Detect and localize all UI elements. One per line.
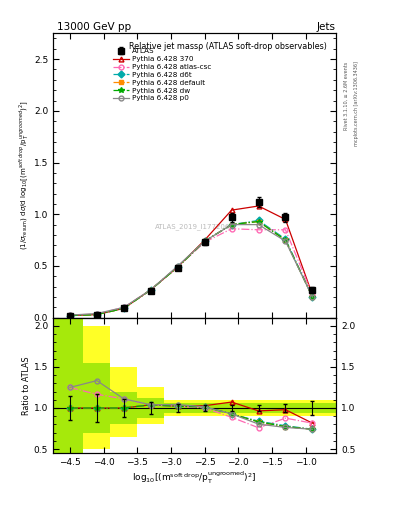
Line: Pythia 6.428 370: Pythia 6.428 370 <box>68 204 315 318</box>
Pythia 6.428 p0 <box>175 263 180 269</box>
Pythia 6.428 dw <box>94 311 99 317</box>
Pythia 6.428 default <box>229 222 234 228</box>
Pythia 6.428 dw <box>283 237 288 243</box>
Pythia 6.428 d6t <box>256 218 261 224</box>
Pythia 6.428 370 <box>175 264 180 270</box>
Pythia 6.428 p0 <box>149 287 153 293</box>
Pythia 6.428 d6t <box>310 294 315 300</box>
Pythia 6.428 p0 <box>121 304 126 310</box>
Pythia 6.428 370 <box>229 207 234 213</box>
Text: Jets: Jets <box>316 22 335 32</box>
Pythia 6.428 p0 <box>94 310 99 316</box>
Pythia 6.428 p0 <box>283 238 288 244</box>
Legend: ATLAS, Pythia 6.428 370, Pythia 6.428 atlas-csc, Pythia 6.428 d6t, Pythia 6.428 : ATLAS, Pythia 6.428 370, Pythia 6.428 at… <box>113 48 211 101</box>
Pythia 6.428 default <box>283 237 288 243</box>
Text: Rivet 3.1.10, ≥ 2.6M events: Rivet 3.1.10, ≥ 2.6M events <box>344 61 349 130</box>
Pythia 6.428 370 <box>202 237 207 243</box>
Pythia 6.428 default <box>68 312 72 318</box>
Pythia 6.428 p0 <box>68 312 72 318</box>
Line: Pythia 6.428 dw: Pythia 6.428 dw <box>67 219 315 318</box>
Line: Pythia 6.428 d6t: Pythia 6.428 d6t <box>68 218 315 318</box>
Pythia 6.428 d6t <box>175 264 180 270</box>
Pythia 6.428 atlas-csc <box>283 227 288 233</box>
Pythia 6.428 370 <box>121 305 126 311</box>
Pythia 6.428 dw <box>202 238 207 244</box>
Pythia 6.428 d6t <box>229 222 234 228</box>
Y-axis label: Ratio to ATLAS: Ratio to ATLAS <box>22 356 31 415</box>
Pythia 6.428 default <box>175 264 180 270</box>
Pythia 6.428 370 <box>283 217 288 223</box>
Pythia 6.428 dw <box>121 305 126 311</box>
Pythia 6.428 d6t <box>94 311 99 317</box>
Pythia 6.428 default <box>202 238 207 244</box>
Pythia 6.428 atlas-csc <box>229 226 234 232</box>
Pythia 6.428 atlas-csc <box>256 227 261 233</box>
Pythia 6.428 370 <box>149 287 153 293</box>
Pythia 6.428 dw <box>68 312 72 318</box>
Pythia 6.428 p0 <box>202 238 207 244</box>
Pythia 6.428 p0 <box>229 222 234 228</box>
Pythia 6.428 default <box>256 219 261 225</box>
Text: 13000 GeV pp: 13000 GeV pp <box>57 22 131 32</box>
Pythia 6.428 dw <box>310 294 315 300</box>
Text: mcplots.cern.ch [arXiv:1306.3436]: mcplots.cern.ch [arXiv:1306.3436] <box>354 61 359 146</box>
X-axis label: log$_{10}$[(m$^{\mathrm{soft\ drop}}$/p$_\mathrm{T}^{\mathrm{ungroomed}}$)$^2$]: log$_{10}$[(m$^{\mathrm{soft\ drop}}$/p$… <box>132 470 257 486</box>
Y-axis label: $(1/\sigma_{\mathrm{resum}})$ d$\sigma$/d log$_{10}$[(m$^{soft\ drop}$/p$_T^{ung: $(1/\sigma_{\mathrm{resum}})$ d$\sigma$/… <box>18 100 31 250</box>
Text: Relative jet massρ (ATLAS soft-drop observables): Relative jet massρ (ATLAS soft-drop obse… <box>129 42 327 51</box>
Pythia 6.428 atlas-csc <box>202 239 207 245</box>
Pythia 6.428 default <box>310 294 315 300</box>
Pythia 6.428 d6t <box>149 287 153 293</box>
Pythia 6.428 atlas-csc <box>175 264 180 270</box>
Pythia 6.428 atlas-csc <box>310 292 315 298</box>
Pythia 6.428 370 <box>256 203 261 209</box>
Pythia 6.428 atlas-csc <box>121 304 126 310</box>
Pythia 6.428 370 <box>68 312 72 318</box>
Pythia 6.428 dw <box>149 287 153 293</box>
Pythia 6.428 370 <box>94 311 99 317</box>
Text: ATLAS_2019_I1772062: ATLAS_2019_I1772062 <box>155 223 234 230</box>
Pythia 6.428 dw <box>175 264 180 270</box>
Pythia 6.428 default <box>149 287 153 293</box>
Pythia 6.428 p0 <box>256 222 261 228</box>
Pythia 6.428 atlas-csc <box>149 287 153 293</box>
Line: Pythia 6.428 p0: Pythia 6.428 p0 <box>68 222 315 317</box>
Pythia 6.428 d6t <box>202 238 207 244</box>
Pythia 6.428 d6t <box>121 305 126 311</box>
Pythia 6.428 default <box>94 311 99 317</box>
Pythia 6.428 p0 <box>310 294 315 300</box>
Pythia 6.428 dw <box>229 222 234 228</box>
Pythia 6.428 370 <box>310 292 315 298</box>
Pythia 6.428 dw <box>256 219 261 225</box>
Line: Pythia 6.428 atlas-csc: Pythia 6.428 atlas-csc <box>68 226 315 317</box>
Pythia 6.428 default <box>121 305 126 311</box>
Pythia 6.428 atlas-csc <box>68 312 72 318</box>
Pythia 6.428 atlas-csc <box>94 311 99 317</box>
Pythia 6.428 d6t <box>283 236 288 242</box>
Pythia 6.428 d6t <box>68 312 72 318</box>
Line: Pythia 6.428 default: Pythia 6.428 default <box>68 219 315 318</box>
